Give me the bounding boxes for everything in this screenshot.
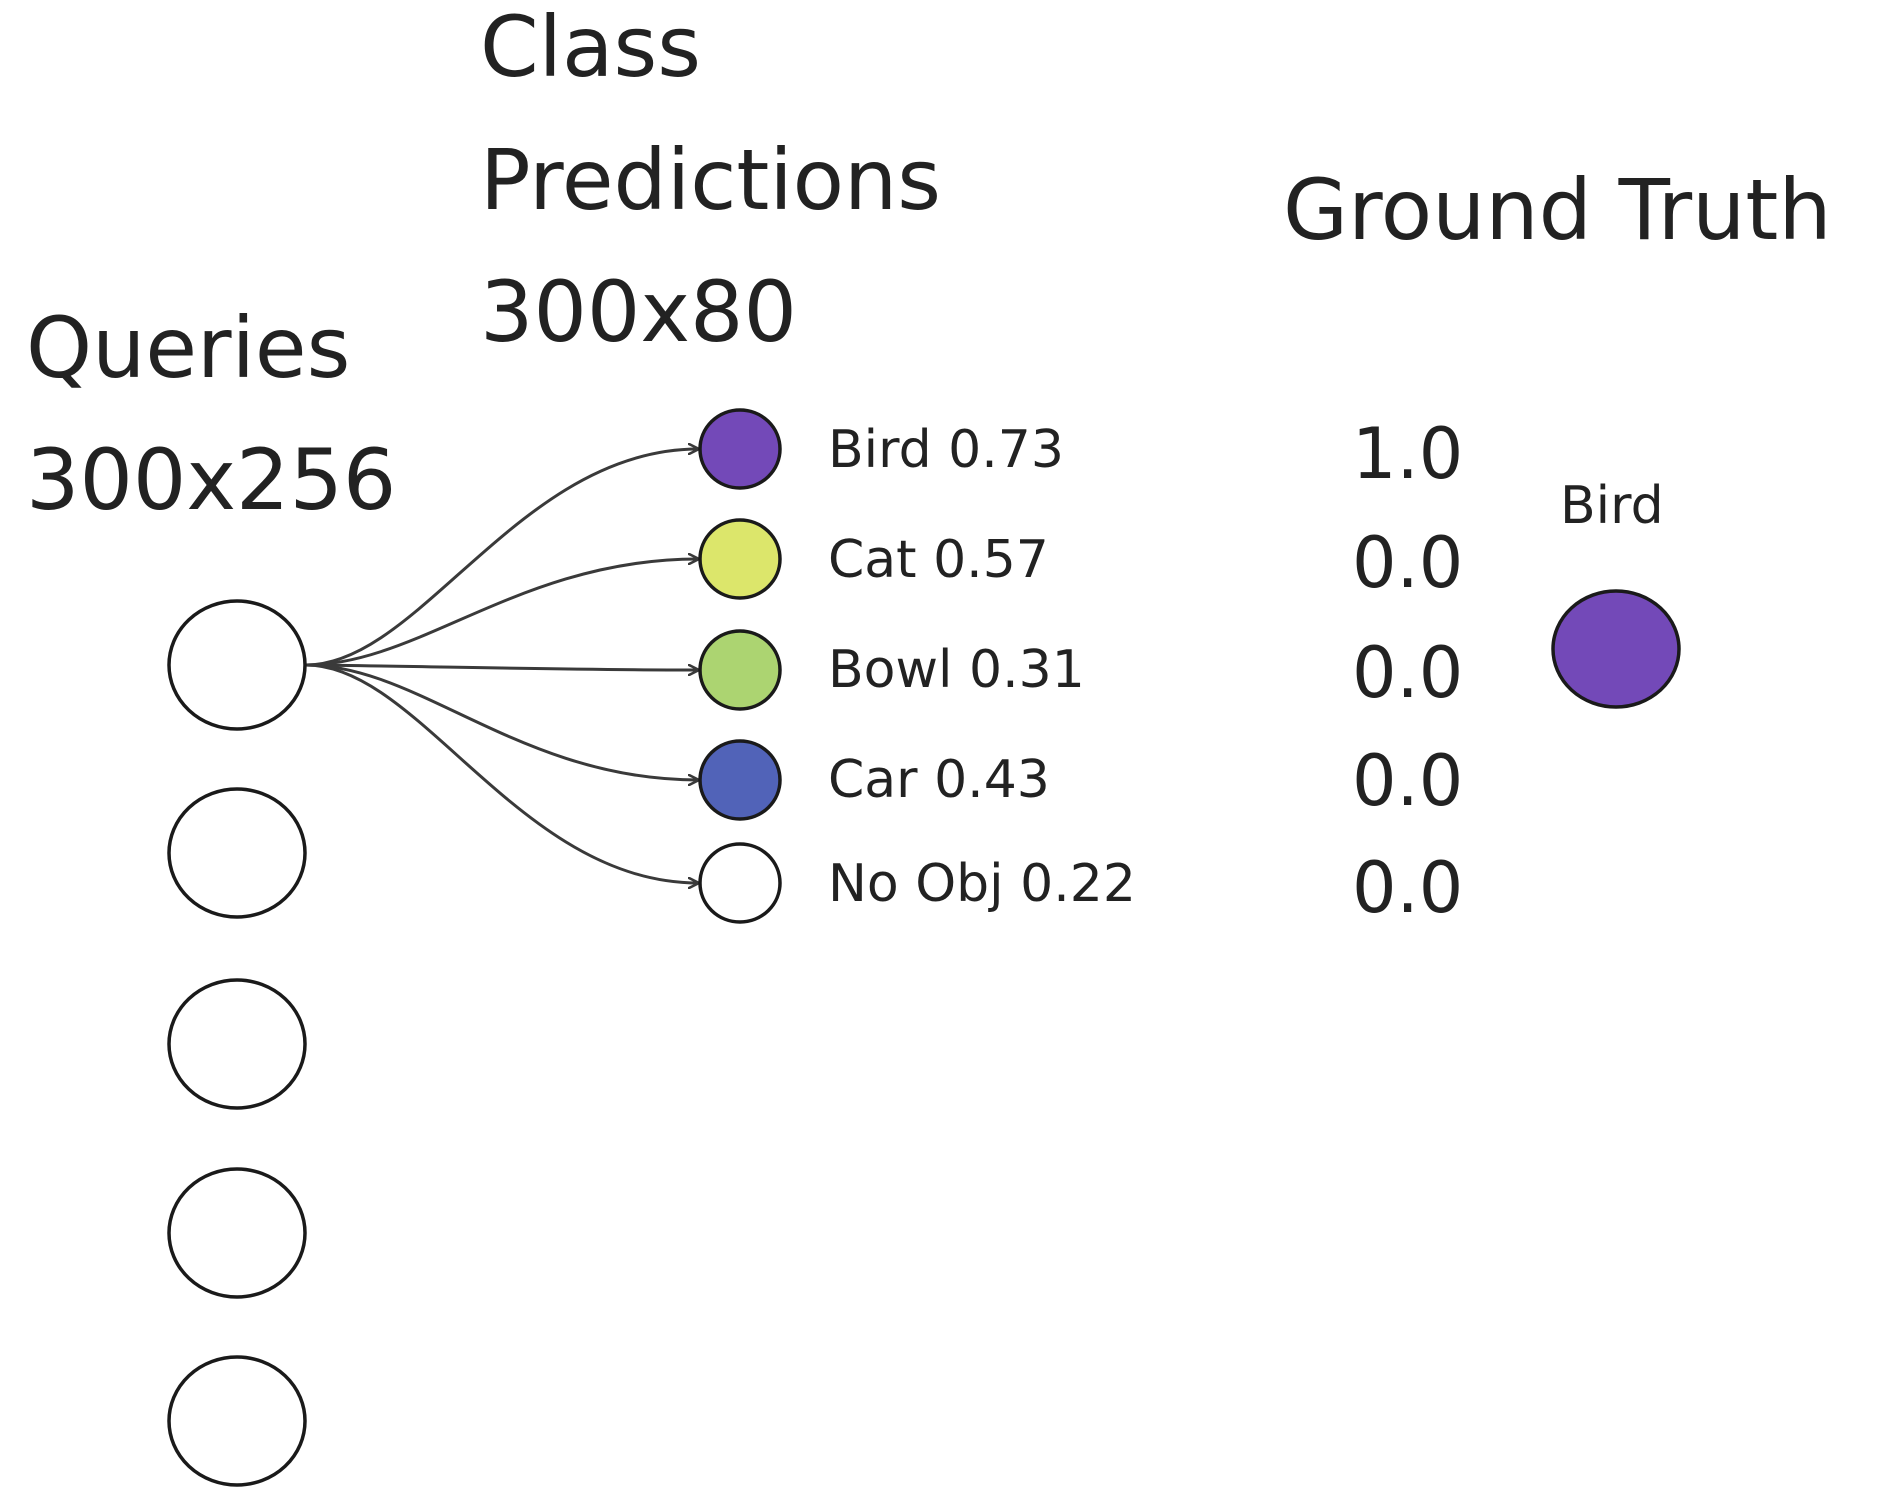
ground-truth-title: Ground Truth <box>1283 161 1832 259</box>
class-node-car <box>698 739 782 821</box>
class-predictions-shape: 300x80 <box>480 263 797 361</box>
query-nodes <box>167 599 307 1487</box>
class-label-bird: Bird 0.73 <box>828 420 1064 480</box>
arrow-to-cat <box>305 559 698 667</box>
query-node <box>167 787 307 919</box>
ground-truth-value-no-obj: 0.0 <box>1352 847 1464 929</box>
class-node-bowl <box>698 629 782 711</box>
arrow-to-bird <box>305 449 698 667</box>
ground-truth-value-bird: 1.0 <box>1352 413 1464 495</box>
ground-truth-value-bowl: 0.0 <box>1352 632 1464 714</box>
class-label-car: Car 0.43 <box>828 750 1050 810</box>
query-node <box>167 1167 307 1299</box>
class-node-bird <box>698 408 782 490</box>
query-node <box>167 978 307 1110</box>
arrow-to-bowl <box>305 663 698 670</box>
ground-truth-value-car: 0.0 <box>1352 740 1464 822</box>
class-label-cat: Cat 0.57 <box>828 530 1049 590</box>
arrow-to-no-obj <box>305 663 698 883</box>
class-label-bowl: Bowl 0.31 <box>828 640 1085 700</box>
queries-shape: 300x256 <box>26 431 397 529</box>
class-label-no-obj: No Obj 0.22 <box>828 854 1136 914</box>
class-node-no-obj <box>698 842 782 924</box>
ground-truth-object-label: Bird <box>1560 476 1664 536</box>
arrow-to-car <box>305 663 698 780</box>
query-node <box>167 599 307 731</box>
class-prediction-nodes <box>698 408 782 924</box>
queries-title: Queries <box>26 299 351 397</box>
class-predictions-title-line2: Predictions <box>480 131 942 229</box>
ground-truth-value-cat: 0.0 <box>1352 522 1464 604</box>
class-node-cat <box>698 518 782 600</box>
query-node <box>167 1355 307 1487</box>
ground-truth-object-node <box>1551 589 1681 709</box>
class-predictions-title-line1: Class <box>480 0 701 96</box>
query-to-class-arrows <box>305 449 698 883</box>
